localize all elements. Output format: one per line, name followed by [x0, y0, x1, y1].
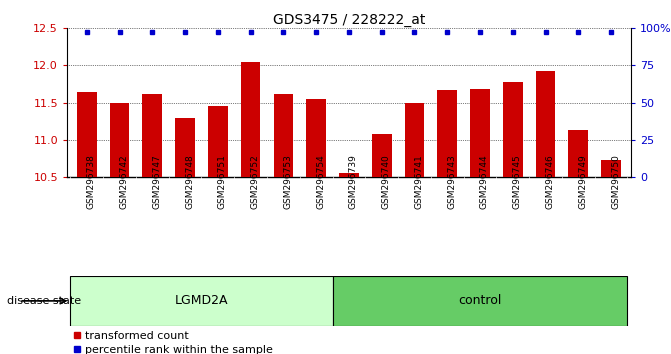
Text: GSM296740: GSM296740 [382, 155, 391, 209]
Bar [241, 62, 260, 177]
Bar [109, 103, 130, 177]
Text: GSM296744: GSM296744 [480, 155, 489, 209]
Bar [307, 99, 326, 177]
Text: GSM296746: GSM296746 [546, 155, 554, 209]
Bar [535, 71, 556, 177]
Bar [503, 82, 523, 177]
Bar [405, 103, 424, 177]
Bar [175, 118, 195, 177]
Text: GSM296743: GSM296743 [448, 155, 456, 209]
Bar [372, 134, 391, 177]
Text: LGMD2A: LGMD2A [174, 295, 228, 307]
Text: disease state: disease state [7, 296, 81, 306]
Text: GSM296751: GSM296751 [218, 154, 227, 210]
Text: GSM296747: GSM296747 [152, 155, 161, 209]
Bar [142, 94, 162, 177]
Text: GSM296750: GSM296750 [611, 154, 620, 210]
Text: GSM296749: GSM296749 [578, 155, 587, 209]
Text: GSM296742: GSM296742 [119, 155, 129, 209]
Bar [70, 276, 333, 326]
Bar [274, 94, 293, 177]
Text: GSM296745: GSM296745 [513, 155, 522, 209]
Bar [437, 90, 457, 177]
Text: control: control [458, 295, 502, 307]
Text: GSM296741: GSM296741 [415, 155, 423, 209]
Text: GSM296748: GSM296748 [185, 155, 194, 209]
Text: GSM296752: GSM296752 [250, 155, 260, 209]
Bar [470, 89, 490, 177]
Bar [339, 172, 359, 177]
Text: GSM296753: GSM296753 [283, 154, 293, 210]
Text: GSM296738: GSM296738 [87, 154, 96, 210]
Legend: transformed count, percentile rank within the sample: transformed count, percentile rank withi… [72, 331, 272, 354]
Title: GDS3475 / 228222_at: GDS3475 / 228222_at [272, 13, 425, 27]
Text: GSM296754: GSM296754 [316, 155, 325, 209]
Text: GSM296739: GSM296739 [349, 154, 358, 210]
Bar [77, 91, 97, 177]
Bar [601, 160, 621, 177]
Bar [568, 130, 588, 177]
Bar [208, 105, 227, 177]
Bar [333, 276, 627, 326]
